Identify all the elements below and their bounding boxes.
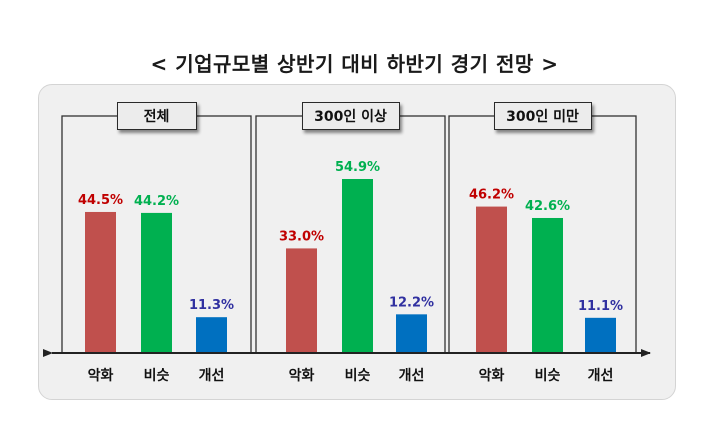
bar-value-label: 33.0% [279,229,324,244]
category-label: 악화 [88,367,114,384]
bar-worse [286,248,317,353]
bar-value-label: 44.2% [134,194,179,209]
bar-value-label: 54.9% [335,160,380,175]
bar-value-label: 11.1% [578,299,623,314]
bar-value-label: 11.3% [189,298,234,313]
bar-value-label: 46.2% [469,188,514,203]
category-label: 비슷 [535,368,561,384]
bar-better [585,317,616,353]
bar-value-label: 12.2% [389,295,434,310]
group-tab-1: 전체 [116,102,197,130]
bar-better [396,314,427,353]
group-tab-2: 300인 이상 [301,102,400,130]
bar-similar [141,212,172,353]
bar-better [196,317,227,353]
bar-similar [532,217,563,353]
bar-worse [476,206,507,353]
bar-value-label: 42.6% [525,199,570,214]
chart-title: < 기업규모별 상반기 대비 하반기 경기 전망 > [150,52,559,76]
category-label: 악화 [479,367,505,384]
bar-value-label: 44.5% [78,193,123,208]
category-label: 개선 [588,368,614,384]
group-tab-3: 300인 미만 [493,102,592,130]
category-label: 비슷 [144,368,170,384]
bar-worse [85,211,116,353]
category-label: 개선 [199,368,225,384]
category-label: 비슷 [345,368,371,384]
bar-similar [342,179,373,353]
category-label: 악화 [289,367,315,384]
category-label: 개선 [399,368,425,384]
